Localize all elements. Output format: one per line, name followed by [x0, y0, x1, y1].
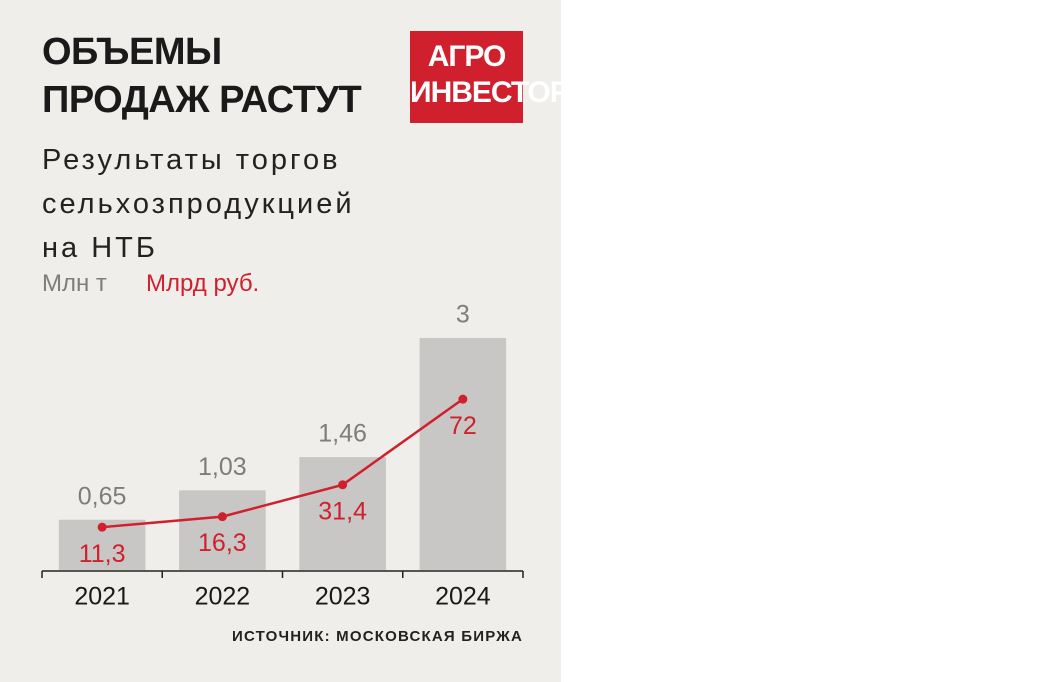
line-value-label: 31,4: [318, 497, 367, 525]
x-tick-label: 2024: [435, 583, 491, 611]
line-point: [217, 512, 227, 522]
legend-entry: Млн т: [42, 270, 107, 297]
line-value-label: 16,3: [198, 529, 247, 557]
bar-value-label: 3: [456, 301, 470, 329]
chart: 0,65 1,03 1,46 3 11,3 16,3 31,4 72 2021 2022 2023 2…: [41, 301, 524, 611]
x-tick-label: 2021: [74, 583, 130, 611]
bar-value-label: 0,65: [78, 482, 127, 510]
line-point: [458, 394, 468, 404]
bar-value-label: 1,03: [198, 453, 247, 481]
line-value-label: 11,3: [79, 540, 126, 568]
line-value-label: 72: [449, 412, 477, 440]
x-tick-label: 2023: [315, 583, 371, 611]
bar: [419, 338, 507, 570]
chart-title: ОБЪЕМЫ ПРОДАЖ РАСТУТ: [42, 31, 362, 121]
chart-subtitle: Результаты торгов сельхозпродукцией на Н…: [42, 144, 355, 264]
bar-value-label: 1,46: [318, 420, 367, 448]
bar: [299, 457, 386, 570]
source: ИСТОЧНИК: МОСКОВСКАЯ БИРЖА: [232, 628, 523, 645]
line-point: [338, 480, 348, 490]
line-point: [97, 522, 107, 532]
legend-entry: Млрд руб.: [146, 270, 260, 297]
x-tick-label: 2022: [195, 583, 251, 611]
line: [102, 398, 464, 529]
bar: [179, 490, 266, 570]
